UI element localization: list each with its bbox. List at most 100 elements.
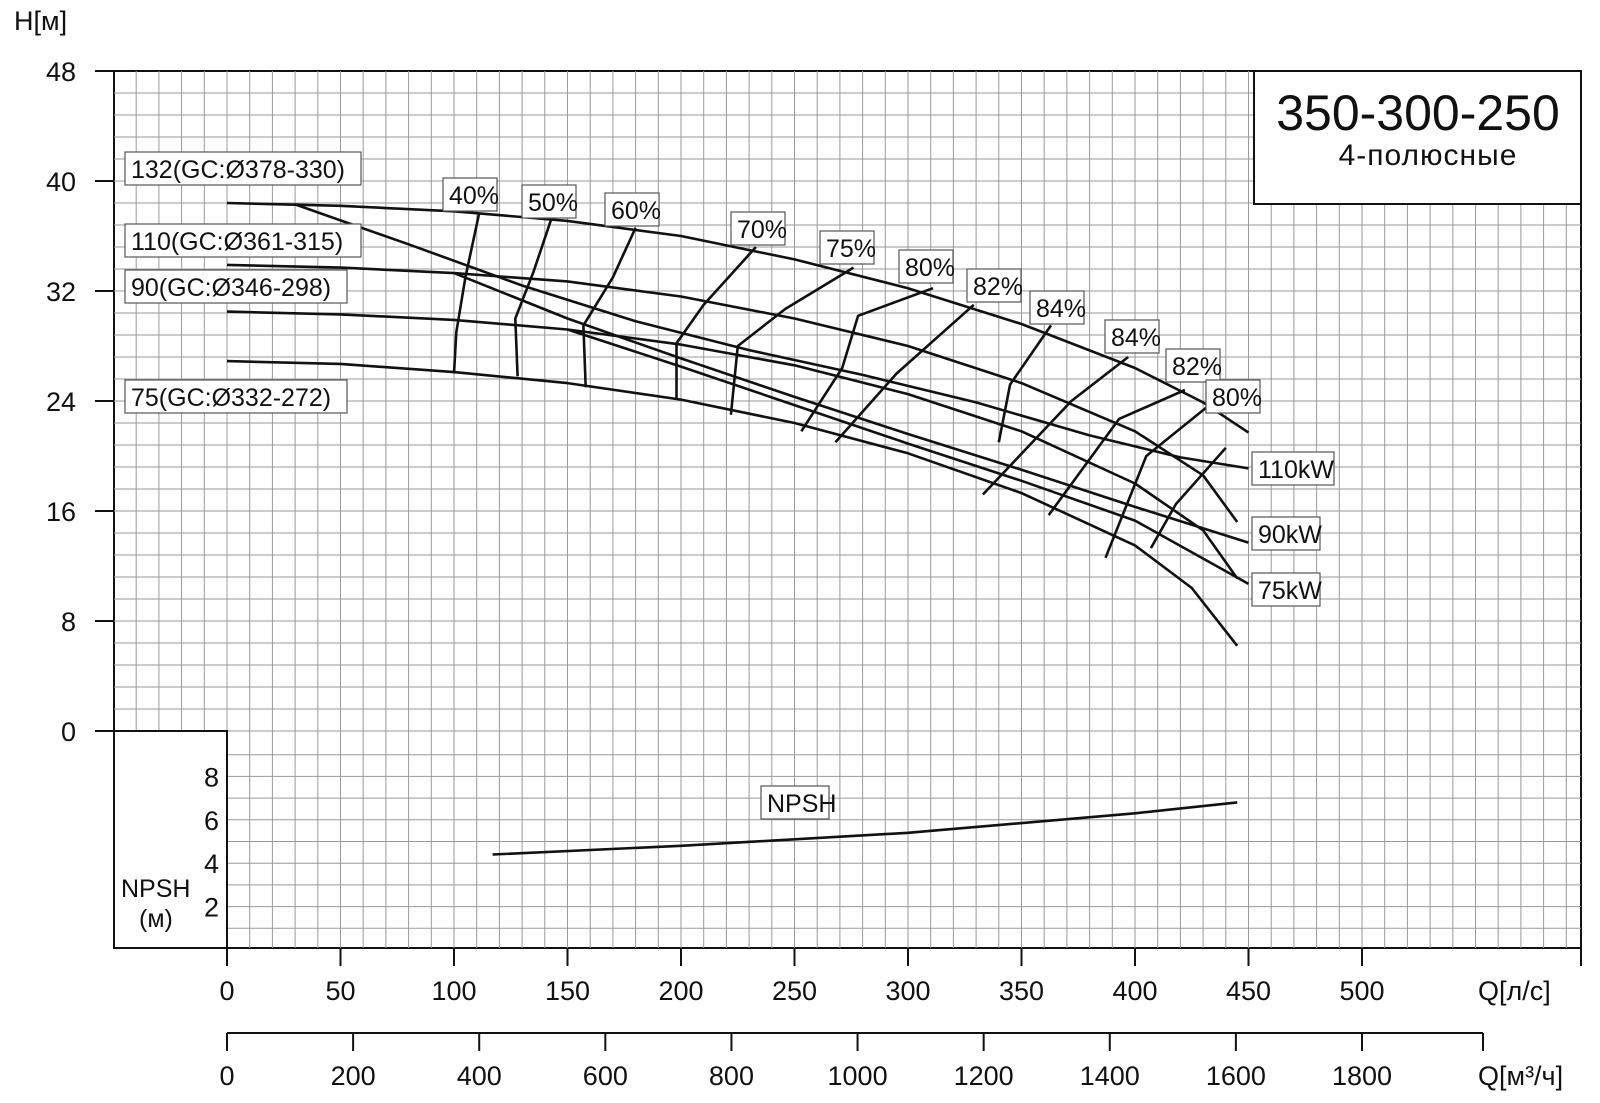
power-label-box (1251, 516, 1321, 551)
x2-tick-label: 1400 (1080, 1061, 1140, 1091)
y-tick-label: 8 (61, 607, 76, 637)
impeller-label-box (124, 223, 362, 258)
chart-subtitle: 4-полюсные (1339, 139, 1518, 172)
y-tick-label: 40 (46, 167, 76, 197)
impeller-label-box (124, 269, 348, 304)
efficiency-curve (1149, 446, 1227, 549)
x-tick-label: 450 (1226, 976, 1271, 1006)
y-tick-label: 48 (46, 57, 76, 87)
x2-tick-label: 800 (709, 1061, 754, 1091)
efficiency-curve (834, 303, 975, 444)
efficiency-curve (729, 266, 855, 415)
x2-tick-label: 600 (583, 1061, 628, 1091)
y-tick-label: 32 (46, 277, 76, 307)
x-tick-label: 300 (885, 976, 930, 1006)
efficiency-label: 82% (973, 273, 1023, 301)
npsh-tick-label: 2 (204, 893, 219, 923)
impeller-label-box (124, 151, 362, 186)
power-label-box (1251, 572, 1321, 607)
efficiency-label-box (1104, 319, 1160, 354)
efficiency-label: 84% (1036, 295, 1086, 323)
efficiency-label-box (604, 192, 660, 227)
x2-tick-label: 400 (457, 1061, 502, 1091)
x-tick-label: 200 (658, 976, 703, 1006)
efficiency-label-box (819, 230, 875, 265)
efficiency-label-box (1165, 348, 1221, 383)
grid (113, 70, 1582, 949)
efficiency-label: 70% (737, 216, 787, 244)
efficiency-label-box (521, 184, 577, 219)
impeller-curve (226, 359, 1239, 647)
x-tick-label: 400 (1112, 976, 1157, 1006)
efficiency-curve (675, 246, 757, 400)
x2-tick-label: 1000 (828, 1061, 888, 1091)
efficiency-curve (452, 213, 481, 374)
efficiency-label: 82% (1172, 353, 1222, 381)
npsh-tick-label: 4 (204, 849, 219, 879)
x2-tick-label: 1600 (1206, 1061, 1266, 1091)
x-tick-label: 250 (772, 976, 817, 1006)
y-axis-label: H[м] (14, 6, 67, 36)
impeller-label: 132(GC:Ø378-330) (131, 156, 345, 184)
efficiency-label-box (1029, 290, 1085, 325)
x2-tick-label: 1200 (954, 1061, 1014, 1091)
npsh-axis-unit: (м) (139, 905, 173, 933)
x-tick-label: 350 (999, 976, 1044, 1006)
impeller-curve (226, 201, 1250, 434)
power-curve (453, 271, 1249, 544)
curves (226, 201, 1250, 856)
x-tick-label: 0 (219, 976, 234, 1006)
efficiency-label-box (966, 268, 1022, 303)
efficiency-curve (1104, 405, 1209, 559)
efficiency-label-box (898, 249, 954, 284)
efficiency-curve (800, 286, 934, 433)
x-tick-label: 100 (431, 976, 476, 1006)
npsh-curve (492, 801, 1238, 856)
chart-title: 350-300-250 (1276, 85, 1560, 141)
impeller-label: 90(GC:Ø346-298) (131, 274, 331, 302)
power-label: 75kW (1258, 577, 1322, 605)
efficiency-curve (582, 227, 637, 388)
efficiency-label: 80% (1212, 384, 1262, 412)
power-label: 90kW (1258, 521, 1322, 549)
npsh-axis-box (113, 730, 228, 949)
efficiency-label: 80% (905, 254, 955, 282)
efficiency-curve (1047, 388, 1186, 516)
x-axis-label: Q[л/с] (1478, 976, 1551, 1006)
power-curve (567, 328, 1250, 586)
npsh-axis-label: NPSH (121, 875, 190, 903)
efficiency-curve (513, 217, 553, 377)
efficiency-label: 75% (826, 235, 876, 263)
efficiency-label: 84% (1111, 324, 1161, 352)
x-tick-label: 50 (325, 976, 355, 1006)
efficiency-label: 50% (528, 189, 578, 217)
x2-tick-label: 0 (219, 1061, 234, 1091)
plot-frame (113, 70, 1582, 949)
npsh-tick-label: 8 (204, 762, 219, 792)
efficiency-curve (981, 355, 1129, 496)
npsh-curve-label: NPSH (767, 790, 836, 818)
npsh-tick-label: 6 (204, 806, 219, 836)
x2-axis-label: Q[м³/ч] (1478, 1061, 1563, 1091)
power-label-box (1251, 451, 1335, 486)
impeller-label-box (124, 379, 348, 414)
y-tick-label: 0 (61, 717, 76, 747)
x-tick-label: 150 (545, 976, 590, 1006)
npsh-curve-label-box (760, 785, 830, 820)
x2-tick-label: 200 (331, 1061, 376, 1091)
efficiency-label-box (1205, 379, 1261, 414)
x-tick-label: 500 (1339, 976, 1384, 1006)
title-box (1253, 70, 1582, 205)
power-curve (294, 203, 1249, 470)
impeller-label: 110(GC:Ø361-315) (131, 228, 343, 256)
efficiency-label-box (730, 211, 786, 246)
y-tick-label: 24 (46, 387, 76, 417)
curve-labels: 132(GC:Ø378-330) 110(GC:Ø361-315) 90(GC:Ø3… (124, 151, 1335, 820)
efficiency-label: 60% (611, 197, 661, 225)
power-label: 110kW (1258, 456, 1334, 484)
efficiency-label: 40% (449, 182, 499, 210)
impeller-label: 75(GC:Ø332-272) (131, 384, 331, 412)
